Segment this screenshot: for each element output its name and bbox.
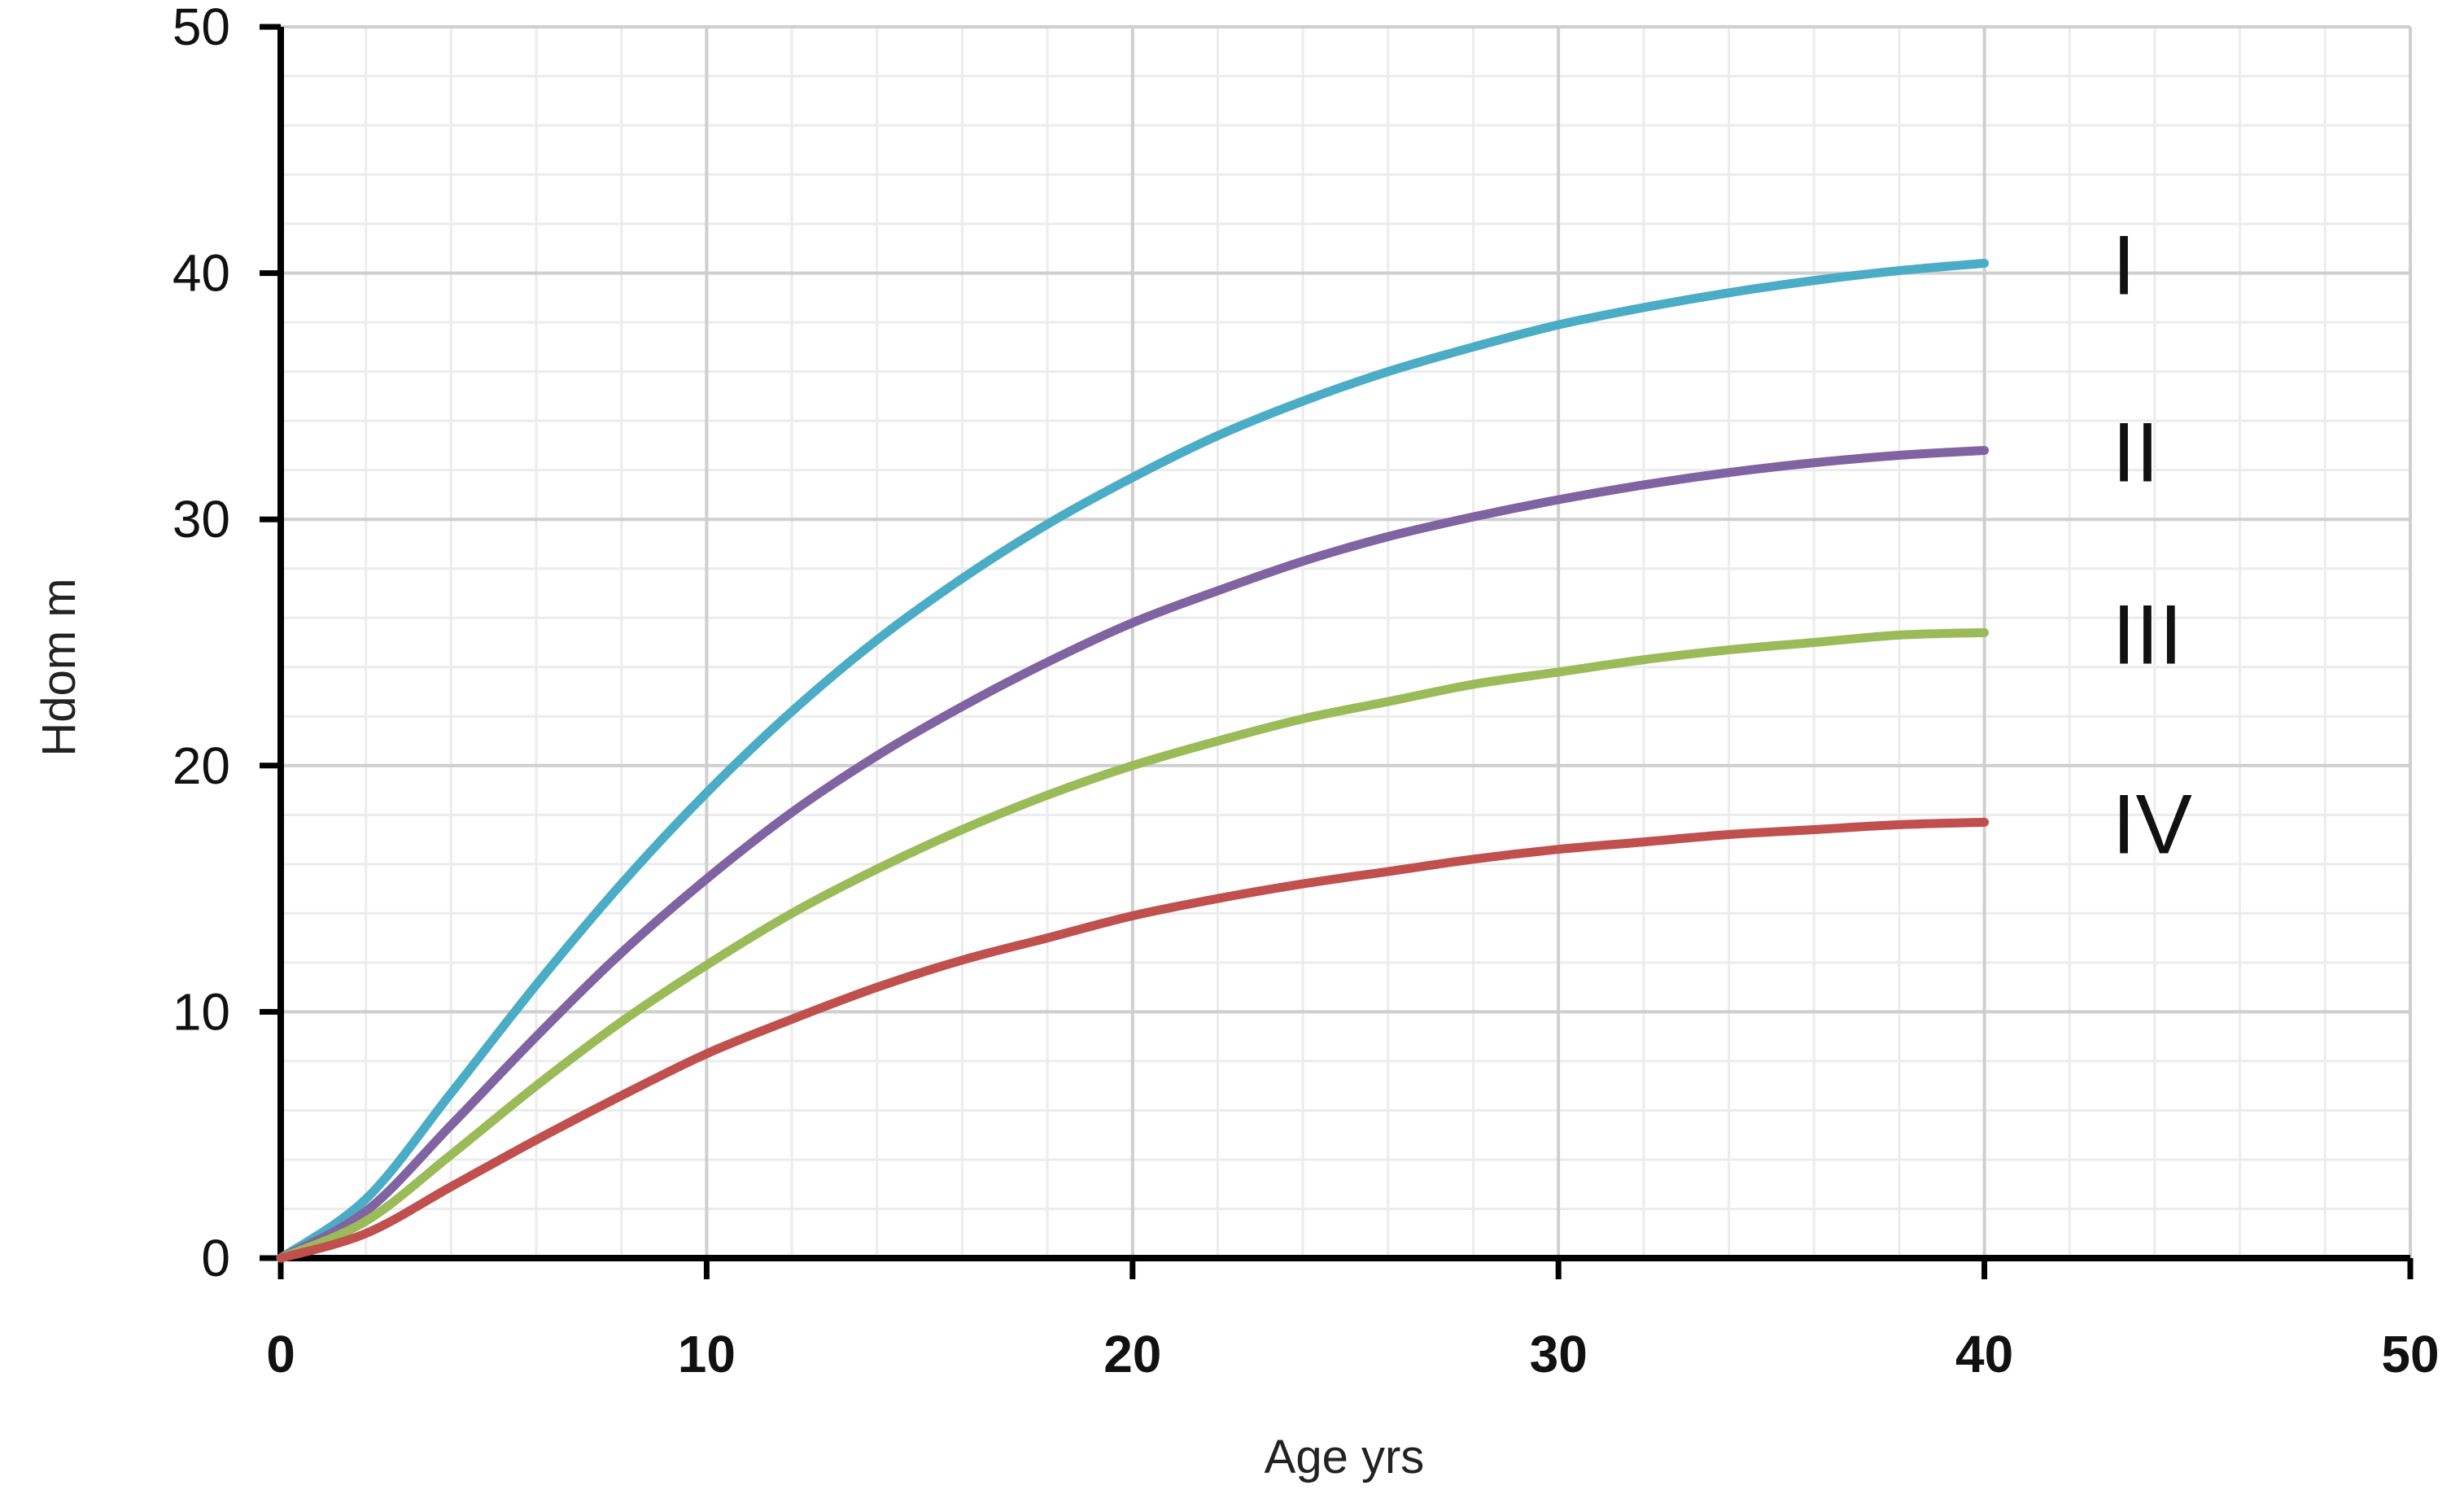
x-tick-label: 20 (1103, 1325, 1161, 1383)
y-tick-label: 20 (173, 736, 230, 795)
x-axis-title: Age yrs (1265, 1431, 1425, 1484)
x-tick-labels: 0 10 20 30 40 50 (266, 1325, 2439, 1383)
x-tick-label: 30 (1530, 1325, 1588, 1383)
curve-label-III: III (2112, 588, 2183, 682)
y-tick-labels: 0 10 20 30 40 50 (173, 0, 230, 1287)
axes (260, 24, 2414, 1279)
series-line-II (276, 445, 1990, 1263)
y-tick-label: 10 (173, 982, 230, 1041)
y-tick-label: 50 (173, 0, 230, 56)
major-grid (281, 25, 2412, 1258)
x-tick-label: 50 (2381, 1325, 2439, 1383)
x-tick-label: 40 (1955, 1325, 2013, 1383)
minor-grid (281, 27, 2410, 1258)
x-tick-label: 0 (266, 1325, 295, 1383)
curve-label-I: I (2112, 218, 2136, 312)
series-line-IV (276, 817, 1990, 1263)
y-tick-label: 40 (173, 244, 230, 303)
curve-label-IV: IV (2112, 777, 2192, 872)
y-tick-label: 30 (173, 490, 230, 548)
series-line-I (276, 258, 1990, 1263)
x-tick-label: 10 (678, 1325, 736, 1383)
y-axis-title: Hdom m (33, 578, 85, 756)
curve-label-II: II (2112, 405, 2160, 500)
series-line-III (276, 627, 1990, 1263)
series-lines (276, 258, 1990, 1263)
y-tick-label: 0 (201, 1229, 230, 1287)
